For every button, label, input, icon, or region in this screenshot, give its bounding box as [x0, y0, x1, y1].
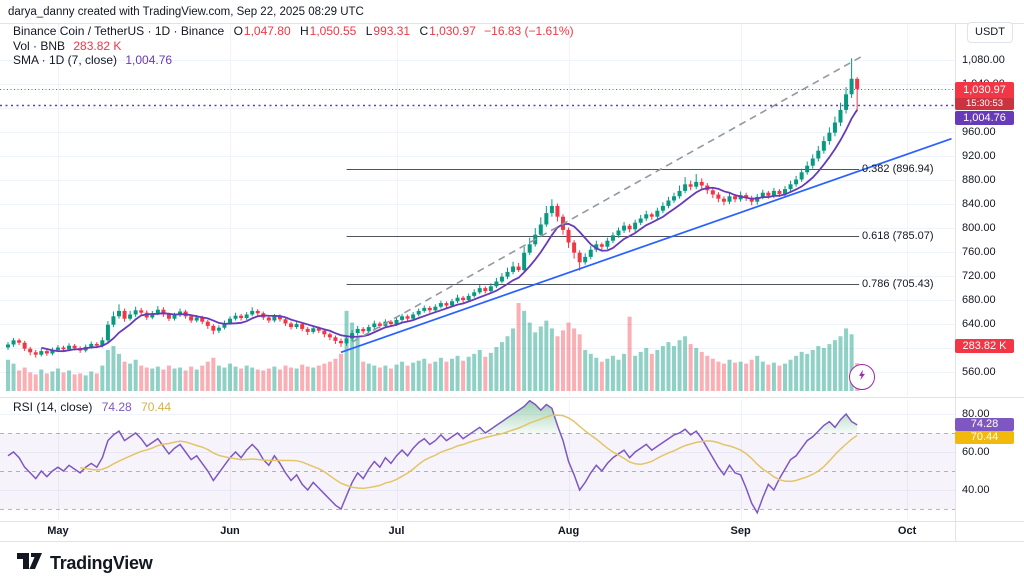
tradingview-logo[interactable]: TradingView — [16, 550, 153, 577]
price-axis-label: 720.00 — [962, 269, 996, 282]
high-label: H — [299, 24, 309, 38]
month-label: Oct — [897, 525, 917, 537]
main-legend: Binance Coin / TetherUS · 1D · Binance O… — [13, 24, 574, 68]
price-scale-currency-button[interactable]: USDT — [967, 22, 1013, 43]
rsi-ma-badge: 70.44 — [955, 431, 1014, 444]
rsi-ma-legend-value: 70.44 — [141, 400, 172, 414]
instant-trading-button[interactable] — [849, 364, 875, 390]
change-value: −16.83 (−1.61%) — [484, 24, 574, 38]
price-axis-label: 880.00 — [962, 173, 996, 186]
rsi-value-badge: 74.28 — [955, 418, 1014, 431]
open-value: 1,047.80 — [243, 24, 291, 38]
symbol-title: Binance Coin / TetherUS · 1D · Binance — [13, 24, 225, 38]
price-axis-label: 960.00 — [962, 125, 996, 138]
lightning-icon — [855, 368, 869, 387]
sma-label: SMA · 1D (7, close) — [13, 53, 118, 67]
low-label: L — [365, 24, 373, 38]
low-value: 993.31 — [373, 24, 411, 38]
month-label: Jun — [220, 525, 240, 537]
symbol-legend-row[interactable]: Binance Coin / TetherUS · 1D · Binance O… — [13, 24, 574, 39]
sma-legend-row[interactable]: SMA · 1D (7, close) 1,004.76 — [13, 53, 574, 68]
price-axis-label: 760.00 — [962, 245, 996, 258]
rsi-legend-value: 74.28 — [101, 400, 132, 414]
rsi-axis-label: 80.00 — [962, 408, 990, 420]
fib-level-0786-label: 0.786 (705.43) — [862, 278, 934, 291]
price-axis-label: 560.00 — [962, 365, 996, 378]
sma-value: 1,004.76 — [125, 53, 173, 67]
price-axis-label: 840.00 — [962, 197, 996, 210]
volume-value: 283.82 K — [73, 38, 122, 53]
month-label: May — [47, 525, 69, 537]
high-value: 1,050.55 — [309, 24, 357, 38]
close-value: 1,030.97 — [429, 24, 476, 38]
rsi-legend-label: RSI (14, close) — [13, 400, 93, 414]
month-label: Jul — [388, 525, 405, 537]
price-axis-label: 1,080.00 — [962, 53, 1005, 66]
price-axis-label: 640.00 — [962, 317, 996, 330]
tradingview-logo-icon — [16, 550, 43, 577]
fib-level-0618-label: 0.618 (785.07) — [862, 230, 934, 243]
price-axis-label: 920.00 — [962, 149, 996, 162]
price-axis-label: 800.00 — [962, 221, 996, 234]
sma-price-badge: 1,004.76 — [955, 111, 1014, 125]
open-label: O — [233, 24, 243, 38]
fib-level-0382-label: 0.382 (896.94) — [862, 163, 934, 176]
price-axis-label: 680.00 — [962, 293, 996, 306]
last-price-badge: 1,030.97 — [955, 82, 1014, 98]
month-label: Sep — [730, 525, 751, 537]
rsi-legend-row[interactable]: RSI (14, close) 74.28 70.44 — [13, 400, 171, 414]
volume-badge: 283.82 K — [955, 339, 1014, 353]
close-label: C — [419, 24, 429, 38]
volume-label: Vol · BNB — [13, 38, 66, 53]
volume-legend-row[interactable]: Vol · BNB 283.82 K — [13, 39, 574, 54]
month-label: Aug — [557, 525, 580, 537]
creator-credit: darya_danny created with TradingView.com… — [8, 6, 364, 18]
countdown-badge: 15:30:53 — [955, 98, 1014, 110]
rsi-axis-label: 40.00 — [962, 484, 990, 496]
tradingview-logo-text: TradingView — [50, 553, 153, 573]
rsi-axis-label: 60.00 — [962, 446, 990, 458]
